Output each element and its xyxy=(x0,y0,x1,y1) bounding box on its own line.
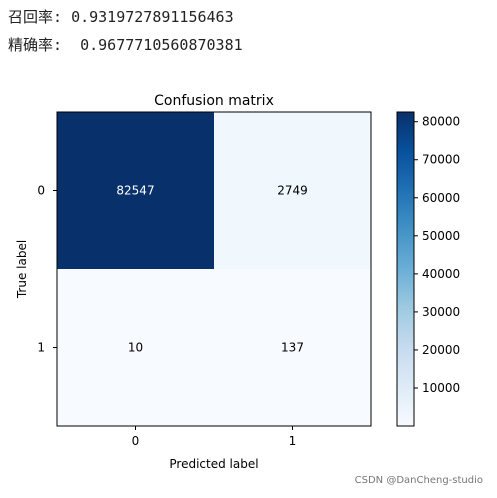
x-tick-label-0: 0 xyxy=(132,434,140,448)
colorbar xyxy=(396,111,415,427)
recall-label: 召回率: xyxy=(8,8,63,26)
colorbar-tick-label-5: 60000 xyxy=(422,191,460,205)
colorbar-tick-label-7: 80000 xyxy=(422,115,460,129)
heatmap-cell-0-0 xyxy=(57,112,214,269)
y-tick-label-1: 1 xyxy=(37,341,45,355)
heatmap-cell-0-1 xyxy=(214,112,371,269)
y-tick-label-0: 0 xyxy=(37,184,45,198)
heatmap-cell-1-1 xyxy=(214,269,371,426)
colorbar-tick-label-4: 50000 xyxy=(422,229,460,243)
precision-value: 0.9677710560870381 xyxy=(80,36,243,54)
heatmap-cell-1-0 xyxy=(57,269,214,426)
cell-value-label-0-1: 2749 xyxy=(277,184,308,198)
x-tick-label-1: 1 xyxy=(289,434,297,448)
cell-value-label-1-1: 137 xyxy=(281,341,304,355)
cell-value-label-0-0: 82547 xyxy=(116,184,154,198)
plot-frame xyxy=(56,111,372,427)
recall-metric: 召回率: 0.9319727891156463 xyxy=(8,6,234,27)
y-axis-label: True label xyxy=(15,240,29,299)
colorbar-tick-label-1: 20000 xyxy=(422,343,460,357)
colorbar-tick-label-2: 30000 xyxy=(422,305,460,319)
precision-metric: 精确率: 0.9677710560870381 xyxy=(8,34,243,55)
colorbar-tick-label-0: 10000 xyxy=(422,381,460,395)
colorbar-tick-label-3: 40000 xyxy=(422,267,460,281)
cell-value-label-1-0: 10 xyxy=(128,341,143,355)
x-axis-label: Predicted label xyxy=(169,457,258,471)
watermark: CSDN @DanCheng-studio xyxy=(354,475,483,486)
chart-title: Confusion matrix xyxy=(154,93,274,109)
colorbar-tick-label-6: 70000 xyxy=(422,153,460,167)
precision-label: 精确率: xyxy=(8,36,63,54)
recall-value: 0.9319727891156463 xyxy=(71,8,234,26)
